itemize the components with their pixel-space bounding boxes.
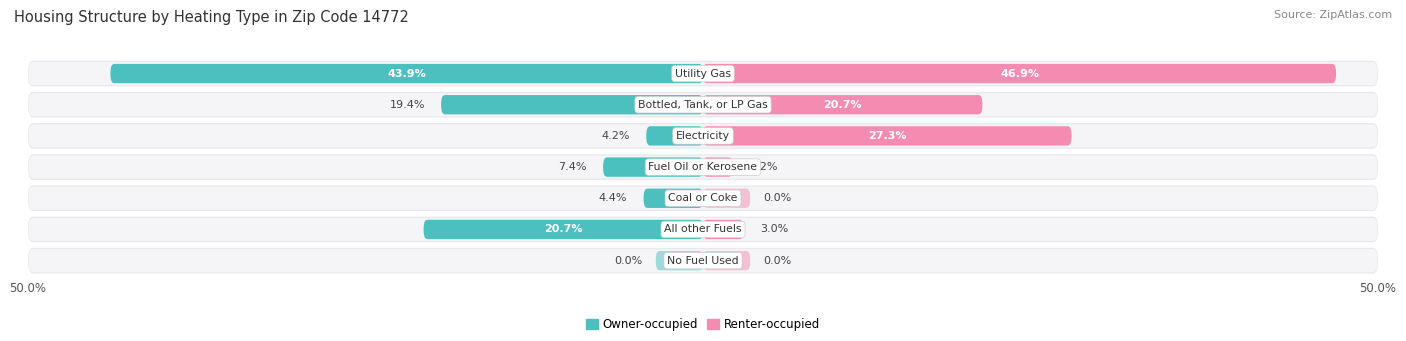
Text: 20.7%: 20.7% [824, 100, 862, 110]
FancyBboxPatch shape [703, 189, 751, 208]
FancyBboxPatch shape [703, 158, 733, 177]
Text: 0.0%: 0.0% [763, 193, 792, 203]
Text: No Fuel Used: No Fuel Used [668, 256, 738, 266]
FancyBboxPatch shape [28, 187, 1378, 210]
FancyBboxPatch shape [28, 93, 1378, 116]
Text: 4.2%: 4.2% [602, 131, 630, 141]
Text: 20.7%: 20.7% [544, 224, 582, 235]
FancyBboxPatch shape [703, 95, 983, 114]
Text: Coal or Coke: Coal or Coke [668, 193, 738, 203]
Text: 27.3%: 27.3% [868, 131, 907, 141]
FancyBboxPatch shape [28, 92, 1378, 118]
FancyBboxPatch shape [28, 61, 1378, 86]
FancyBboxPatch shape [703, 126, 1071, 146]
FancyBboxPatch shape [441, 95, 703, 114]
FancyBboxPatch shape [28, 218, 1378, 241]
Text: Bottled, Tank, or LP Gas: Bottled, Tank, or LP Gas [638, 100, 768, 110]
Text: Source: ZipAtlas.com: Source: ZipAtlas.com [1274, 10, 1392, 20]
FancyBboxPatch shape [703, 64, 1336, 83]
FancyBboxPatch shape [28, 124, 1378, 147]
Text: 7.4%: 7.4% [558, 162, 586, 172]
FancyBboxPatch shape [703, 251, 751, 270]
Text: 0.0%: 0.0% [763, 256, 792, 266]
FancyBboxPatch shape [28, 62, 1378, 85]
Text: 19.4%: 19.4% [389, 100, 425, 110]
FancyBboxPatch shape [603, 158, 703, 177]
FancyBboxPatch shape [647, 126, 703, 146]
FancyBboxPatch shape [655, 251, 703, 270]
Text: 3.0%: 3.0% [759, 224, 787, 235]
FancyBboxPatch shape [28, 154, 1378, 180]
Text: 4.4%: 4.4% [599, 193, 627, 203]
FancyBboxPatch shape [28, 155, 1378, 179]
FancyBboxPatch shape [28, 217, 1378, 242]
Text: All other Fuels: All other Fuels [664, 224, 742, 235]
FancyBboxPatch shape [644, 189, 703, 208]
FancyBboxPatch shape [28, 248, 1378, 273]
FancyBboxPatch shape [28, 123, 1378, 149]
Text: 43.9%: 43.9% [387, 69, 426, 78]
Text: 46.9%: 46.9% [1000, 69, 1039, 78]
FancyBboxPatch shape [111, 64, 703, 83]
Legend: Owner-occupied, Renter-occupied: Owner-occupied, Renter-occupied [586, 318, 820, 331]
Text: 2.2%: 2.2% [749, 162, 778, 172]
Text: Fuel Oil or Kerosene: Fuel Oil or Kerosene [648, 162, 758, 172]
Text: Utility Gas: Utility Gas [675, 69, 731, 78]
FancyBboxPatch shape [28, 186, 1378, 211]
FancyBboxPatch shape [703, 220, 744, 239]
FancyBboxPatch shape [28, 249, 1378, 272]
FancyBboxPatch shape [423, 220, 703, 239]
Text: 0.0%: 0.0% [614, 256, 643, 266]
Text: Housing Structure by Heating Type in Zip Code 14772: Housing Structure by Heating Type in Zip… [14, 10, 409, 25]
Text: Electricity: Electricity [676, 131, 730, 141]
